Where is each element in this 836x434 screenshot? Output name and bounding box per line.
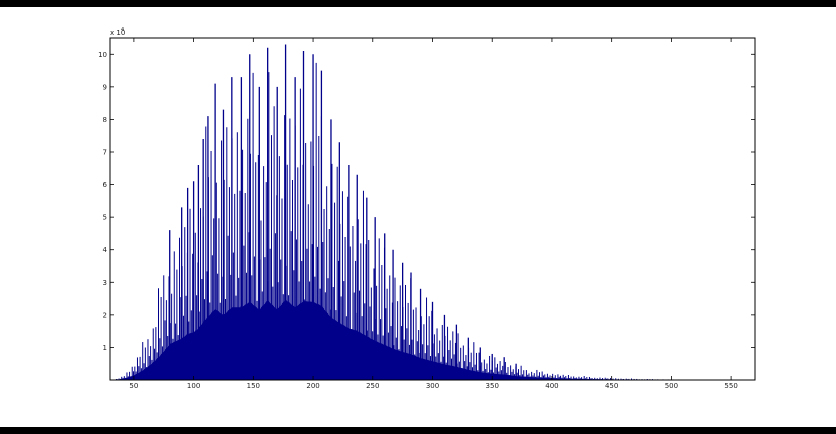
y-tick-label: 8 (103, 116, 107, 124)
y-tick-label: 9 (103, 83, 107, 91)
y-tick-label: 7 (103, 149, 107, 157)
x-tick-label: 400 (545, 382, 558, 390)
x-tick-label: 300 (426, 382, 439, 390)
y-tick-label: 1 (103, 344, 107, 352)
y-exponent-value: 4 (121, 27, 124, 33)
tick-labels-layer: 50 100 150 200 250 300 350 400 450 500 550 1 2 3 4 5 6 7 8… (98, 51, 738, 390)
x-tick-label: 150 (247, 382, 260, 390)
bars-layer (110, 44, 744, 380)
y-tick-label: 6 (103, 181, 108, 189)
x-tick-label: 100 (187, 382, 200, 390)
x-tick-label: 500 (665, 382, 678, 390)
x-tick-label: 50 (129, 382, 138, 390)
y-tick-label: 4 (103, 246, 108, 254)
x-tick-label: 450 (605, 382, 618, 390)
x-tick-label: 550 (724, 382, 737, 390)
ticks-layer (110, 38, 755, 380)
y-tick-label: 5 (103, 214, 107, 222)
x-tick-label: 200 (306, 382, 319, 390)
y-tick-label: 10 (98, 51, 107, 59)
x-tick-label: 250 (366, 382, 379, 390)
x-tick-label: 350 (486, 382, 499, 390)
y-tick-label: 2 (103, 311, 107, 319)
figure-background (0, 7, 836, 427)
y-tick-label: 3 (103, 279, 107, 287)
y-exponent-label: x 10 (110, 29, 125, 37)
